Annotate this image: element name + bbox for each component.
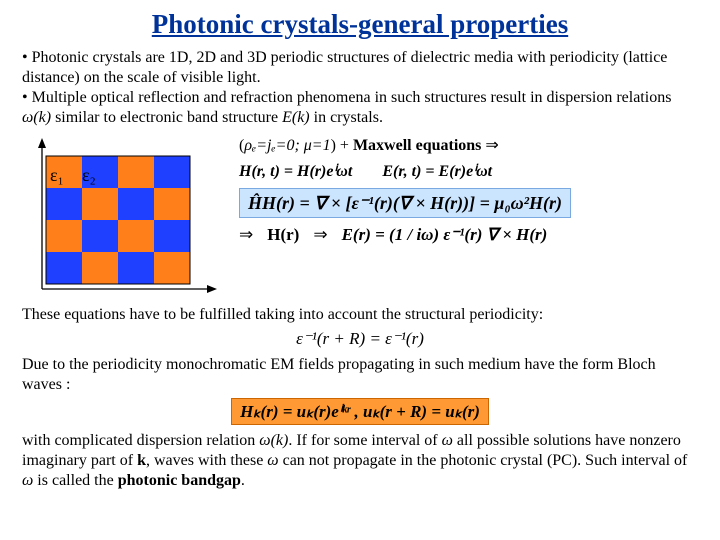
checkerboard-diagram: ε₁ ε₂ (26, 134, 221, 299)
bullet-1: • Photonic crystals are 1D, 2D and 3D pe… (22, 48, 698, 88)
E-equation: E(r) = (1 / iω) ε⁻¹(r) ∇ × H(r) (342, 224, 548, 245)
h-to-e-row: ⇒ H(r) ⇒ E(r) = (1 / iω) ε⁻¹(r) ∇ × H(r) (239, 224, 698, 245)
epsilon-2-label: ε₂ (82, 164, 96, 187)
final-paragraph: with complicated dispersion relation ω(k… (22, 431, 698, 491)
bullet-list: • Photonic crystals are 1D, 2D and 3D pe… (22, 48, 698, 128)
plane-wave-equations: H(r, t) = H(r)eⁱωt E(r, t) = E(r)eⁱωt (239, 162, 698, 182)
equations-column: (ρₑ=jₑ=0; μ=1) + Maxwell equations ⇒ H(r… (239, 134, 698, 246)
implies-icon: ⇒ (239, 224, 253, 245)
Hr-label: H(r) (267, 224, 299, 245)
content-row: ε₁ ε₂ (ρₑ=jₑ=0; μ=1) + Maxwell equations… (22, 134, 698, 299)
operator-equation: ĤH(r) = ∇ × [ε⁻¹(r)(∇ × H(r))] = μ₀ω²H(r… (239, 188, 571, 219)
page-title: Photonic crystals-general properties (22, 8, 698, 42)
periodicity-equation: ε⁻¹(r + R) = ε⁻¹(r) (22, 328, 698, 349)
implies-icon: ⇒ (313, 224, 327, 245)
assumption-line: (ρₑ=jₑ=0; μ=1) + Maxwell equations ⇒ (239, 136, 698, 156)
bloch-equation: Hₖ(r) = uₖ(r)eⁱᵏʳ , uₖ(r + R) = uₖ(r) (22, 398, 698, 425)
bloch-text: Due to the periodicity monochromatic EM … (22, 355, 698, 395)
epsilon-1-label: ε₁ (50, 164, 64, 187)
periodicity-text: These equations have to be fulfilled tak… (22, 305, 698, 325)
bullet-2: • Multiple optical reflection and refrac… (22, 88, 698, 128)
